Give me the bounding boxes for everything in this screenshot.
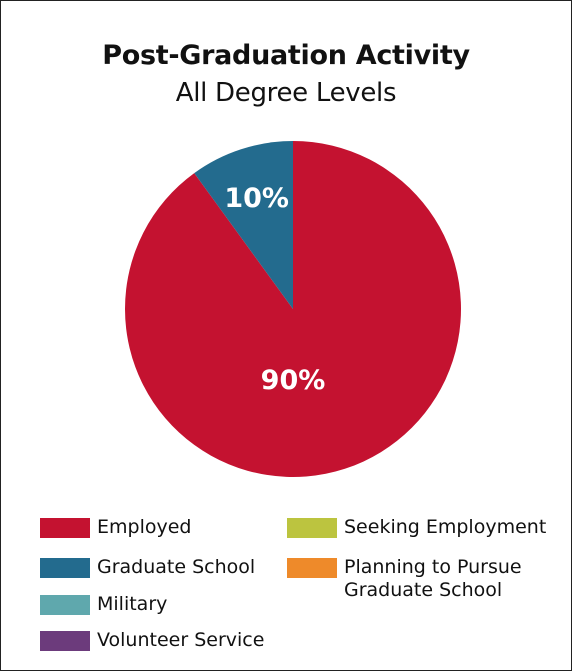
chart-subtitle: All Degree Levels <box>175 78 397 108</box>
chart-title: Post-Graduation Activity <box>102 40 470 71</box>
pie-label-graduate-school: 10% <box>224 183 289 214</box>
pie-slice-graduate-school <box>194 141 293 309</box>
pie-slice-employed <box>125 141 462 477</box>
pie-label-employed: 90% <box>261 365 326 396</box>
